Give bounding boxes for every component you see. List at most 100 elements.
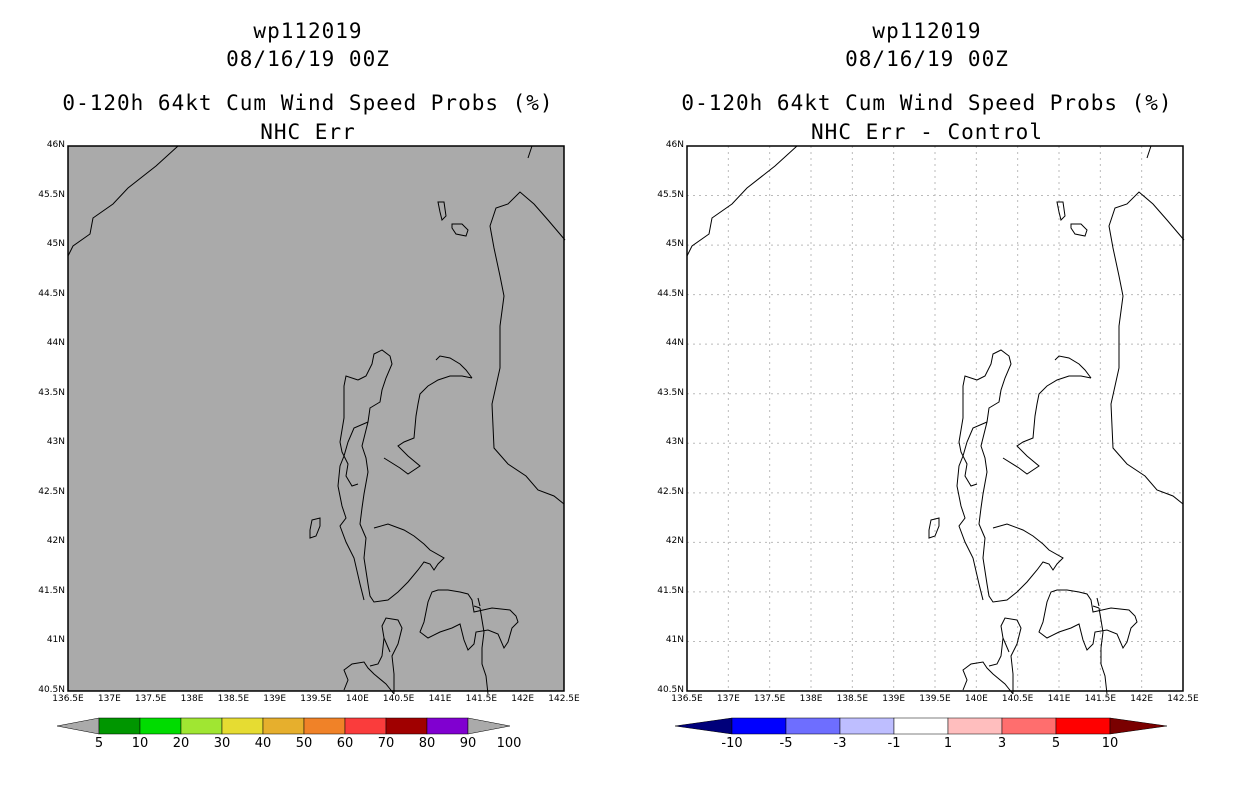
colorbar-swatch [426, 717, 469, 735]
lat-tick-label: 46N [46, 140, 65, 150]
lat-tick-label: 40.5N [38, 685, 65, 695]
lat-tick-label: 40.5N [657, 685, 684, 695]
lat-tick-label: 45N [665, 239, 684, 250]
lon-tick-label: 139.5E [300, 694, 332, 704]
colorbar-swatch [893, 717, 949, 735]
lat-tick-label: 44N [665, 338, 684, 349]
lat-tick-label: 43N [665, 437, 684, 448]
colorbar-label: 80 [418, 736, 436, 751]
lon-tick-label: 142.5E [548, 694, 580, 704]
colorbar-end-left [56, 717, 100, 735]
lon-tick-label: 140E [964, 694, 988, 704]
lon-tick-label: 142E [511, 694, 535, 704]
colorbar-swatch [262, 717, 305, 735]
colorbar-swatch [1001, 717, 1057, 735]
colorbar-label: 1 [943, 736, 953, 751]
lon-tick-label: 137E [716, 694, 740, 704]
colorbar-label: 70 [377, 736, 395, 751]
colorbar-swatch [303, 717, 346, 735]
lat-tick-label: 42N [46, 536, 65, 547]
colorbar-label: 10 [131, 736, 149, 751]
colorbar-label: -3 [833, 736, 847, 751]
colorbar-label: 90 [459, 736, 477, 751]
lat-tick-label: 45N [46, 239, 65, 250]
lon-tick-label: 140.5E [1001, 694, 1034, 704]
colorbar-label: -5 [779, 736, 793, 751]
lat-tick-label: 42N [665, 536, 684, 547]
colorbar-label: 5 [94, 736, 104, 751]
colorbar-swatch [180, 717, 223, 735]
lon-tick-label: 139.5E [919, 694, 951, 704]
lat-tick-label: 41N [665, 635, 684, 646]
lon-tick-label: 142.5E [1167, 694, 1199, 704]
lat-tick-label: 46N [665, 140, 684, 150]
colorbar-swatch [731, 717, 787, 735]
lat-tick-label: 45.5N [657, 189, 684, 200]
colorbar-label: 30 [213, 736, 231, 751]
colorbar-swatch [98, 717, 141, 735]
colorbar-swatch [139, 717, 182, 735]
lon-tick-label: 137E [97, 694, 121, 704]
lat-tick-label: 44N [46, 338, 65, 349]
lat-tick-label: 41N [46, 635, 65, 646]
left-colorbar [56, 717, 511, 735]
right-subtitle: NHC Err - Control [811, 120, 1043, 144]
lon-tick-label: 141E [1047, 694, 1071, 704]
colorbar-swatch [221, 717, 264, 735]
colorbar-swatch [785, 717, 841, 735]
lat-tick-label: 41.5N [38, 585, 65, 596]
lon-tick-label: 141E [428, 694, 452, 704]
lon-tick-label: 142E [1130, 694, 1154, 704]
lat-tick-label: 43.5N [38, 387, 65, 398]
lon-tick-label: 141.5E [465, 694, 498, 704]
colorbar-label: 40 [254, 736, 272, 751]
lon-tick-label: 137.5E [753, 694, 786, 704]
left-datetime: 08/16/19 00Z [226, 47, 390, 71]
lon-tick-label: 138.5E [836, 694, 869, 704]
right-colorbar [674, 717, 1168, 735]
colorbar-label: 3 [997, 736, 1007, 751]
colorbar-label: 100 [496, 736, 522, 751]
right-title: 0-120h 64kt Cum Wind Speed Probs (%) [681, 91, 1173, 115]
lon-tick-label: 140E [345, 694, 369, 704]
lon-tick-label: 136.5E [671, 694, 703, 704]
colorbar-label: 20 [172, 736, 190, 751]
left-storm-id: wp112019 [253, 19, 363, 43]
right-gridlines [687, 146, 1183, 691]
lon-tick-label: 138E [180, 694, 204, 704]
lat-tick-label: 43.5N [657, 387, 684, 398]
lon-tick-label: 136.5E [52, 694, 84, 704]
left-map-fill [68, 146, 564, 691]
lon-tick-label: 137.5E [134, 694, 167, 704]
colorbar-label: 60 [336, 736, 354, 751]
right-map-panel [686, 145, 1185, 695]
left-title: 0-120h 64kt Cum Wind Speed Probs (%) [62, 91, 554, 115]
lat-tick-label: 41.5N [657, 585, 684, 596]
colorbar-label: 50 [295, 736, 313, 751]
colorbar-label: -10 [721, 736, 743, 751]
right-storm-id: wp112019 [872, 19, 982, 43]
lon-tick-label: 139E [882, 694, 906, 704]
colorbar-swatch [839, 717, 895, 735]
lon-tick-label: 140.5E [382, 694, 415, 704]
left-subtitle: NHC Err [260, 120, 356, 144]
lon-tick-label: 138.5E [217, 694, 250, 704]
lat-tick-label: 42.5N [657, 486, 684, 497]
lat-tick-label: 44.5N [38, 288, 65, 299]
colorbar-label: 5 [1051, 736, 1061, 751]
colorbar-swatch [344, 717, 387, 735]
lon-tick-label: 141.5E [1084, 694, 1117, 704]
left-map-panel [67, 145, 566, 695]
right-datetime: 08/16/19 00Z [845, 47, 1009, 71]
lon-tick-label: 139E [263, 694, 287, 704]
colorbar-label: 10 [1101, 736, 1119, 751]
lat-tick-label: 42.5N [38, 486, 65, 497]
colorbar-swatch [385, 717, 428, 735]
colorbar-end-right [467, 717, 511, 735]
colorbar-end-left [674, 717, 733, 735]
lat-tick-label: 43N [46, 437, 65, 448]
lat-tick-label: 44.5N [657, 288, 684, 299]
colorbar-label: -1 [887, 736, 901, 751]
colorbar-swatch [1055, 717, 1111, 735]
